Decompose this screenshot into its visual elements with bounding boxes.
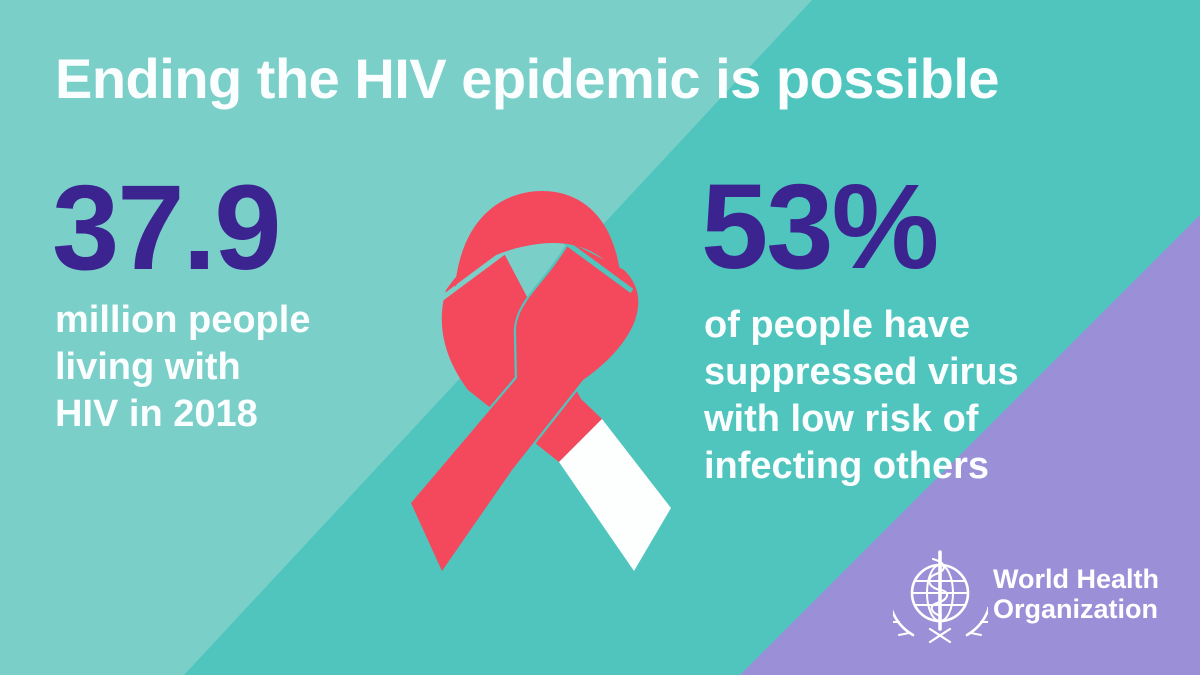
stat-right-caption: of people have suppressed virus with low…	[704, 302, 1019, 490]
ribbon-front-band	[408, 239, 641, 576]
page-title: Ending the HIV epidemic is possible	[55, 47, 1000, 110]
purple-corner-triangle	[740, 215, 1200, 675]
stat-right-caption-line1: of people have	[704, 304, 971, 346]
who-logo: World Health Organization	[893, 545, 1183, 645]
stat-right-caption-line2: suppressed virus	[704, 351, 1019, 393]
stat-right-value: 53%	[701, 158, 939, 294]
stat-left-caption-line1: million people	[55, 299, 311, 341]
who-wordmark: World Health Organization	[993, 564, 1159, 624]
stat-right-caption-line4: infecting others	[704, 445, 990, 487]
stat-right-caption-line3: with low risk of	[704, 398, 979, 440]
who-wordmark-line1: World Health	[993, 564, 1160, 594]
who-wordmark-line2: Organization	[993, 594, 1159, 624]
stat-left-caption-line2: living with	[55, 346, 241, 388]
stat-left-caption-line3: HIV in 2018	[55, 393, 258, 435]
aids-ribbon-icon	[408, 191, 671, 576]
ribbon-gap-left	[439, 247, 509, 302]
ribbon-loop-crescent	[455, 191, 621, 287]
stat-left-value: 37.9	[52, 159, 282, 295]
stat-left-caption: million people living with HIV in 2018	[55, 297, 310, 438]
who-emblem-icon	[893, 550, 988, 644]
ribbon-white-tail	[559, 419, 671, 571]
ribbon-gap-right	[562, 238, 634, 294]
